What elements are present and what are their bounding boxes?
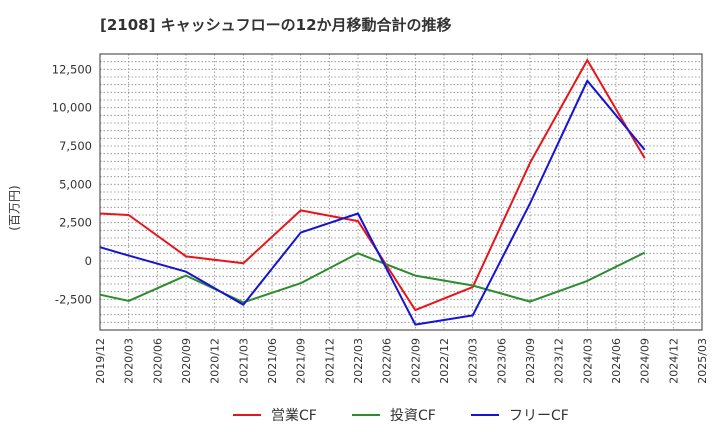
legend-item-operating-cf: 営業CF — [233, 404, 317, 426]
legend-line-icon — [233, 414, 261, 416]
legend-line-icon — [352, 414, 380, 416]
x-tick-label: 2024/09 — [639, 338, 652, 384]
legend-label: 投資CF — [390, 408, 436, 424]
series-line-1 — [99, 59, 646, 312]
x-tick-label: 2021/09 — [295, 338, 308, 384]
x-tick-label: 2020/03 — [123, 338, 136, 384]
legend-label: 営業CF — [271, 408, 317, 424]
x-tick-label: 2021/03 — [237, 338, 250, 384]
y-tick-label: -2,500 — [55, 292, 92, 306]
plot-border — [99, 53, 703, 331]
series-line-3 — [99, 79, 646, 326]
y-tick-label: 7,500 — [59, 139, 92, 153]
x-tick-label: 2024/12 — [667, 338, 680, 384]
x-tick-label: 2023/03 — [467, 338, 480, 384]
x-tick-label: 2023/09 — [524, 338, 537, 384]
x-tick-label: 2023/12 — [553, 338, 566, 384]
legend-label: フリーCF — [509, 408, 569, 424]
x-tick-label: 2022/06 — [381, 338, 394, 384]
x-tick-label: 2020/12 — [209, 338, 222, 384]
y-tick-label: 5,000 — [59, 177, 92, 191]
y-tick-label: 0 — [85, 254, 92, 268]
y-tick-label: 2,500 — [59, 216, 92, 230]
y-tick-label: 12,500 — [52, 62, 92, 76]
x-tick-label: 2021/06 — [266, 338, 279, 384]
x-tick-label: 2023/06 — [495, 338, 508, 384]
x-tick-label: 2025/03 — [696, 338, 709, 384]
legend-item-free-cf: フリーCF — [471, 404, 569, 426]
x-tick-label: 2019/12 — [94, 338, 107, 384]
x-tick-label: 2021/12 — [323, 338, 336, 384]
y-tick-label: 10,000 — [52, 101, 92, 115]
series-line-2 — [99, 251, 646, 304]
x-tick-label: 2020/09 — [180, 338, 193, 384]
legend: 営業CF 投資CF フリーCF — [0, 404, 720, 428]
x-tick-label: 2022/12 — [438, 338, 451, 384]
legend-item-investing-cf: 投資CF — [352, 404, 436, 426]
x-tick-label: 2024/06 — [610, 338, 623, 384]
x-tick-label: 2022/03 — [352, 338, 365, 384]
legend-line-icon — [471, 414, 499, 416]
x-tick-label: 2024/03 — [581, 338, 594, 384]
chart-title: [2108] キャッシュフローの12か月移動合計の推移 — [100, 16, 452, 34]
x-tick-label: 2020/06 — [151, 338, 164, 384]
x-tick-label: 2022/09 — [409, 338, 422, 384]
